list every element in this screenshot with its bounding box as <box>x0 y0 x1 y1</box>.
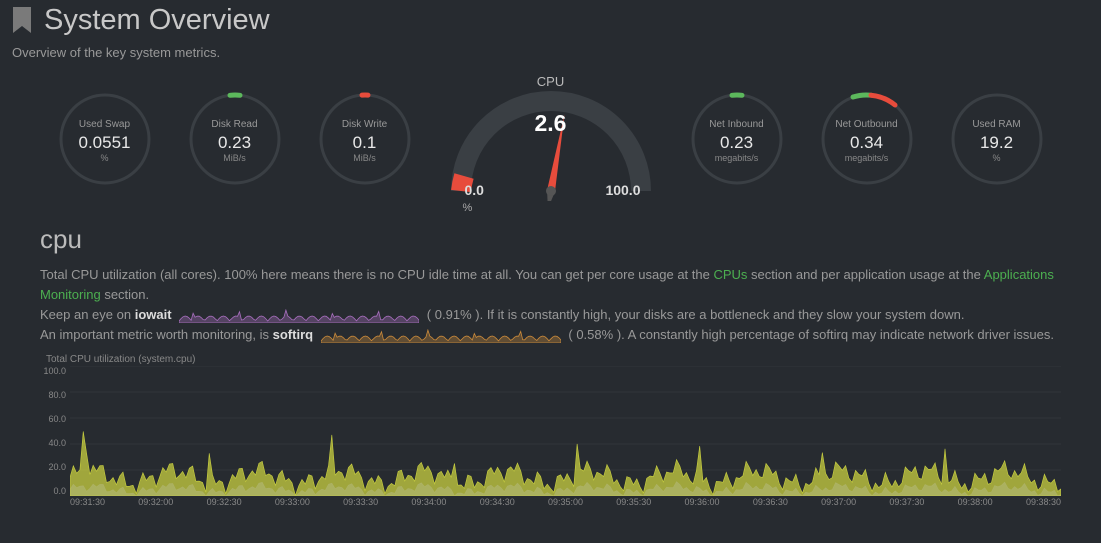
gauge-value: 0.23 <box>181 133 289 153</box>
gauge-used-ram[interactable]: Used RAM 19.2 % <box>943 85 1051 193</box>
chart-title: Total CPU utilization (system.cpu) <box>46 354 1061 365</box>
gauge-value: 0.0551 <box>51 133 159 153</box>
gauge-used-swap[interactable]: Used Swap 0.0551 % <box>51 85 159 193</box>
gauge-value: 0.23 <box>683 133 791 153</box>
metric-iowait: iowait <box>135 307 172 322</box>
chart-cpu-utilization[interactable]: Total CPU utilization (system.cpu) 100.0… <box>0 346 1101 507</box>
gauge-disk-read[interactable]: Disk Read 0.23 MiB/s <box>181 85 289 193</box>
desc-text: ( <box>568 327 572 342</box>
page-header: System Overview <box>0 0 1101 39</box>
sparkline-softirq-pct: 0.58% <box>576 327 613 342</box>
section-description: Total CPU utilization (all cores). 100% … <box>0 265 1101 346</box>
gauges-row: Used Swap 0.0551 % Disk Read 0.23 MiB/s … <box>0 74 1101 218</box>
desc-text: Total CPU utilization (all cores). 100% … <box>40 267 713 282</box>
sparkline-softirq <box>321 329 561 343</box>
cpu-min: 0.0 <box>465 182 484 198</box>
gauge-label: Disk Write <box>311 119 419 130</box>
gauge-unit: % <box>943 153 1051 163</box>
desc-text: ( <box>427 307 431 322</box>
desc-text: section. <box>104 287 149 302</box>
desc-text: ). If it is constantly high, your disks … <box>475 307 964 322</box>
gauge-value: 0.34 <box>813 133 921 153</box>
gauge-unit: megabits/s <box>813 153 921 163</box>
gauge-label: Used RAM <box>943 119 1051 130</box>
cpu-pct-symbol: % <box>463 202 473 214</box>
gauge-label: Disk Read <box>181 119 289 130</box>
gauge-unit: megabits/s <box>683 153 791 163</box>
gauge-unit: % <box>51 153 159 163</box>
cpu-value: 2.6 <box>441 110 661 137</box>
gauge-net-outbound[interactable]: Net Outbound 0.34 megabits/s <box>813 85 921 193</box>
metric-softirq: softirq <box>273 327 313 342</box>
section-title-cpu: cpu <box>0 218 1101 265</box>
cpu-max: 100.0 <box>605 182 640 198</box>
bookmark-icon[interactable] <box>10 7 34 35</box>
page-subtitle: Overview of the key system metrics. <box>0 39 1101 74</box>
gauge-cpu-main[interactable]: CPU 2.6 0.0 100.0 % <box>441 74 661 204</box>
desc-text: Keep an eye on <box>40 307 135 322</box>
gauge-label: Net Inbound <box>683 119 791 130</box>
desc-text: An important metric worth monitoring, is <box>40 327 273 342</box>
gauge-label: Net Outbound <box>813 119 921 130</box>
gauge-net-inbound[interactable]: Net Inbound 0.23 megabits/s <box>683 85 791 193</box>
chart-y-axis: 100.080.060.040.020.00.0 <box>40 366 70 496</box>
gauge-unit: MiB/s <box>311 153 419 163</box>
link-cpus[interactable]: CPUs <box>713 267 747 282</box>
gauge-disk-write[interactable]: Disk Write 0.1 MiB/s <box>311 85 419 193</box>
desc-text: section and per application usage at the <box>751 267 984 282</box>
page-title: System Overview <box>44 4 270 37</box>
chart-x-axis: 09:31:3009:32:0009:32:3009:33:0009:33:30… <box>70 496 1061 507</box>
gauge-label: Used Swap <box>51 119 159 130</box>
gauge-value: 19.2 <box>943 133 1051 153</box>
gauge-value: 0.1 <box>311 133 419 153</box>
desc-text: ). A constantly high percentage of softi… <box>617 327 1054 342</box>
gauge-unit: MiB/s <box>181 153 289 163</box>
sparkline-iowait <box>179 309 419 323</box>
chart-canvas <box>70 366 1061 496</box>
sparkline-iowait-pct: 0.91% <box>435 307 472 322</box>
cpu-title: CPU <box>441 74 661 89</box>
